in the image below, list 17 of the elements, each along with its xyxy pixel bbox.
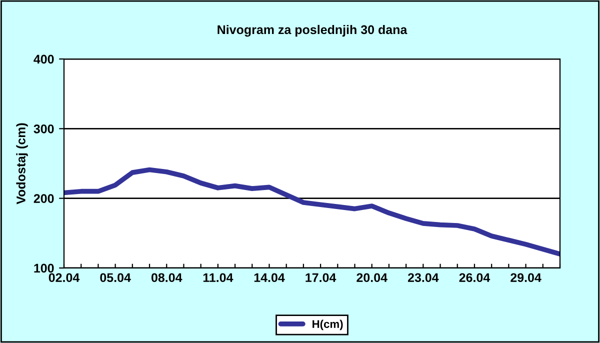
x-tick-label: 20.04 xyxy=(356,273,388,282)
legend-label: H(cm) xyxy=(312,320,343,330)
y-tick-label: 200 xyxy=(34,194,54,203)
chart-title: Nivogram za poslednjih 30 dana xyxy=(218,24,408,37)
y-axis-title: Vodostaj (cm) xyxy=(16,123,28,204)
x-tick-label: 02.04 xyxy=(48,273,80,282)
y-tick-label: 400 xyxy=(34,54,54,64)
y-tick-label: 100 xyxy=(34,264,54,273)
x-tick-label: 05.04 xyxy=(100,273,131,282)
x-tick-label: 23.04 xyxy=(408,273,439,282)
x-tick-label: 08.04 xyxy=(151,273,182,282)
x-tick-label: 11.04 xyxy=(203,273,234,282)
x-tick-label: 17.04 xyxy=(306,273,336,282)
x-tick-label: 29.04 xyxy=(510,273,542,282)
x-tick-label: 26.04 xyxy=(459,273,490,282)
y-tick-label: 300 xyxy=(34,124,54,134)
x-tick-label: 14.04 xyxy=(254,273,285,282)
